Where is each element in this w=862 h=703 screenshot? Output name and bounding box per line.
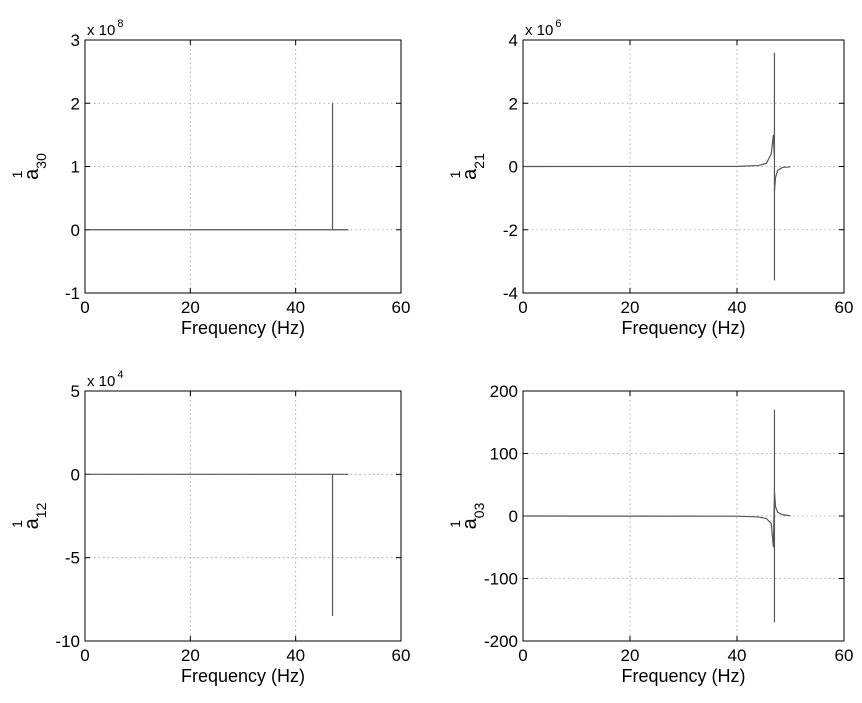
y-axis-label-main: a bbox=[459, 517, 481, 529]
x-tick-label: 60 bbox=[392, 298, 411, 317]
series-line bbox=[523, 52, 791, 281]
y-axis-label-superscript: 1 bbox=[9, 520, 25, 528]
axis-exponent-power: 6 bbox=[555, 18, 561, 30]
y-tick-label: -2 bbox=[503, 221, 518, 240]
x-tick-label: 40 bbox=[728, 298, 747, 317]
y-tick-label: 0 bbox=[71, 465, 80, 484]
y-axis-label-main: a bbox=[21, 517, 43, 529]
axes-frame bbox=[84, 39, 402, 294]
x-axis-label: Frequency (Hz) bbox=[621, 318, 745, 338]
axis-exponent-power: 4 bbox=[117, 369, 123, 381]
y-axis-label-subscript: 12 bbox=[33, 502, 49, 518]
y-axis-label-main: a bbox=[21, 168, 43, 180]
y-tick-label: 5 bbox=[71, 382, 80, 401]
series-line bbox=[523, 409, 791, 623]
y-tick-label: -1 bbox=[65, 284, 80, 303]
series-line bbox=[85, 103, 349, 231]
y-axis-label: a03 bbox=[459, 502, 487, 529]
y-tick-label: 1 bbox=[71, 158, 80, 177]
x-axis-label: Frequency (Hz) bbox=[181, 318, 305, 338]
y-axis-label-superscript: 1 bbox=[447, 520, 463, 528]
x-tick-label: 20 bbox=[621, 646, 640, 665]
x-tick-label: 0 bbox=[80, 298, 89, 317]
x-tick-label: 40 bbox=[286, 646, 305, 665]
y-tick-label: 2 bbox=[71, 94, 80, 113]
axes-frame bbox=[84, 390, 402, 642]
axis-exponent-power: 8 bbox=[117, 18, 123, 30]
y-tick-label: 0 bbox=[509, 158, 518, 177]
axis-exponent-base: x 10 bbox=[87, 373, 115, 390]
x-tick-label: 0 bbox=[80, 646, 89, 665]
y-tick-label: 100 bbox=[490, 445, 518, 464]
axis-exponent-base: x 10 bbox=[87, 22, 115, 39]
x-tick-label: 0 bbox=[518, 298, 527, 317]
x-tick-label: 20 bbox=[181, 646, 200, 665]
y-tick-label: -100 bbox=[484, 570, 518, 589]
y-tick-label: -10 bbox=[55, 632, 80, 651]
y-tick-label: 4 bbox=[509, 31, 518, 50]
y-axis-label: a30 bbox=[21, 153, 49, 180]
y-tick-label: -5 bbox=[65, 549, 80, 568]
x-tick-label: 40 bbox=[728, 646, 747, 665]
axis-exponent: x 10 8 bbox=[87, 18, 123, 39]
y-tick-label: 2 bbox=[509, 94, 518, 113]
y-tick-label: 200 bbox=[490, 382, 518, 401]
axis-exponent: x 10 4 bbox=[87, 369, 123, 390]
y-axis-label: a12 bbox=[21, 502, 49, 529]
y-axis-label-main: a bbox=[459, 168, 481, 180]
x-tick-label: 0 bbox=[518, 646, 527, 665]
axes-frame bbox=[522, 39, 845, 294]
x-tick-label: 40 bbox=[286, 298, 305, 317]
y-axis-label-subscript: 30 bbox=[33, 153, 49, 169]
y-axis-label-superscript: 1 bbox=[9, 170, 25, 178]
x-tick-label: 60 bbox=[392, 646, 411, 665]
axis-exponent-base: x 10 bbox=[525, 22, 553, 39]
x-tick-label: 60 bbox=[835, 646, 854, 665]
y-tick-label: -200 bbox=[484, 632, 518, 651]
y-axis-label-superscript: 1 bbox=[447, 170, 463, 178]
y-axis-label-subscript: 03 bbox=[471, 502, 487, 518]
x-axis-label: Frequency (Hz) bbox=[181, 666, 305, 686]
x-tick-label: 20 bbox=[181, 298, 200, 317]
y-axis-label: a21 bbox=[459, 153, 487, 180]
y-tick-label: 0 bbox=[71, 221, 80, 240]
axes-frame bbox=[522, 390, 845, 642]
y-tick-label: 3 bbox=[71, 31, 80, 50]
series-line bbox=[85, 473, 349, 616]
y-tick-label: -4 bbox=[503, 284, 518, 303]
x-axis-label: Frequency (Hz) bbox=[621, 666, 745, 686]
y-tick-label: 0 bbox=[509, 507, 518, 526]
axis-exponent: x 10 6 bbox=[525, 18, 561, 39]
x-tick-label: 60 bbox=[835, 298, 854, 317]
x-tick-label: 20 bbox=[621, 298, 640, 317]
y-axis-label-subscript: 21 bbox=[471, 153, 487, 169]
